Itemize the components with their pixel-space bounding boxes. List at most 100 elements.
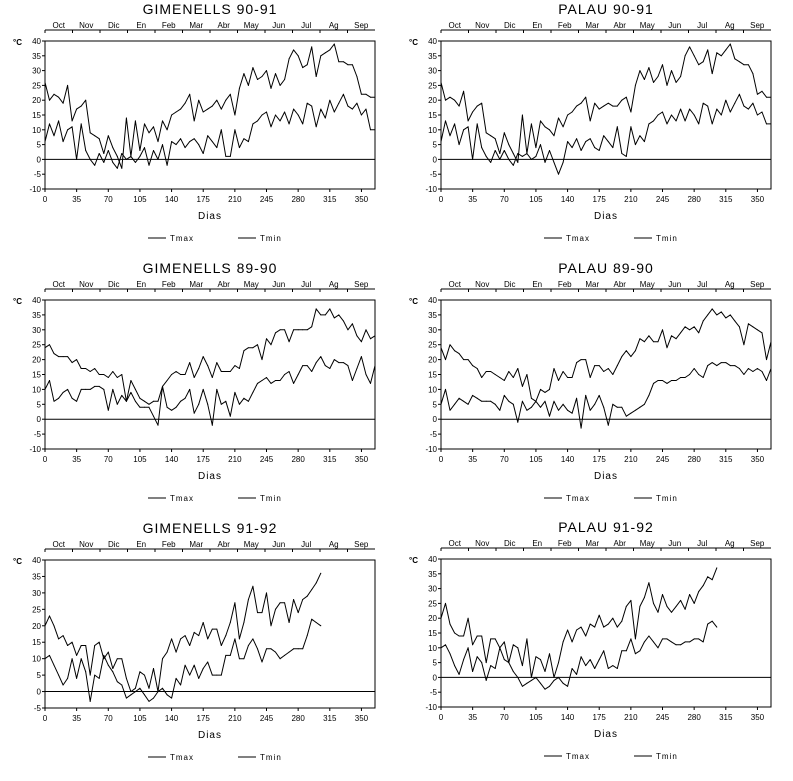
data-point-tmin bbox=[225, 654, 227, 656]
data-point-tmax bbox=[702, 585, 704, 587]
data-point-tmax bbox=[526, 638, 528, 640]
data-point-tmin bbox=[80, 388, 82, 390]
data-point-tmin bbox=[576, 397, 578, 399]
y-tick-label: 5 bbox=[433, 659, 438, 668]
data-point-tmin bbox=[202, 668, 204, 669]
data-point-tmin bbox=[770, 123, 772, 125]
month-label: May bbox=[640, 280, 655, 289]
data-point-tmax bbox=[162, 658, 163, 660]
data-point-tmax bbox=[247, 84, 249, 86]
plot-frame bbox=[44, 40, 376, 190]
data-point-tmin bbox=[634, 144, 636, 146]
data-point-tmax bbox=[440, 81, 442, 83]
data-point-tmax bbox=[297, 612, 299, 614]
data-point-tmin bbox=[157, 691, 159, 693]
data-point-tmax bbox=[67, 84, 69, 86]
y-tick-label: 15 bbox=[32, 371, 41, 380]
x-tick-label: 140 bbox=[561, 713, 575, 722]
data-point-tmax bbox=[634, 84, 636, 86]
data-point-tmin bbox=[607, 141, 609, 143]
data-point-tmin bbox=[472, 671, 474, 672]
data-point-tmax bbox=[71, 641, 73, 643]
month-label: Jul bbox=[697, 21, 707, 30]
data-point-tmax bbox=[302, 599, 304, 600]
chart-title: PALAU 91-92 bbox=[558, 519, 654, 535]
month-label: Feb bbox=[558, 539, 572, 548]
x-tick-label: 140 bbox=[165, 714, 179, 723]
y-tick-label: 35 bbox=[428, 311, 437, 320]
data-point-tmin bbox=[580, 656, 582, 658]
data-point-tmax bbox=[225, 635, 227, 637]
x-tick-label: 350 bbox=[355, 714, 369, 723]
data-point-tmin bbox=[621, 153, 623, 154]
data-point-tmax bbox=[567, 114, 569, 116]
x-tick-label: 140 bbox=[165, 195, 179, 204]
data-point-tmax bbox=[98, 641, 100, 643]
data-point-tmax bbox=[275, 332, 276, 334]
x-tick-label: 105 bbox=[529, 713, 543, 722]
data-point-tmax bbox=[458, 353, 460, 355]
month-label: Jun bbox=[668, 21, 681, 30]
data-point-tmin bbox=[166, 694, 168, 696]
data-point-tmax bbox=[711, 579, 713, 581]
data-point-tmin bbox=[275, 651, 276, 653]
data-point-tmin bbox=[247, 400, 249, 402]
data-point-tmin bbox=[454, 403, 456, 405]
data-point-tmin bbox=[689, 374, 691, 375]
data-point-tmin bbox=[517, 676, 519, 678]
data-point-tmin bbox=[445, 644, 446, 646]
month-label: Jul bbox=[697, 280, 707, 289]
data-point-tmax bbox=[333, 317, 335, 319]
data-point-tmin bbox=[76, 400, 78, 402]
data-point-tmin bbox=[616, 668, 618, 669]
data-point-tmin bbox=[333, 111, 335, 113]
data-point-tmax bbox=[689, 594, 691, 595]
data-point-tmin bbox=[653, 120, 654, 122]
month-label: Sep bbox=[750, 539, 765, 548]
data-point-tmin bbox=[284, 654, 286, 656]
data-point-tmin bbox=[311, 618, 313, 620]
data-point-tmin bbox=[558, 409, 559, 411]
data-point-tmin bbox=[365, 374, 367, 375]
data-point-tmax bbox=[445, 99, 446, 101]
y-tick-label: 0 bbox=[37, 155, 42, 164]
data-point-tmax bbox=[243, 622, 245, 623]
data-point-tmax bbox=[684, 608, 686, 610]
month-label: Feb bbox=[558, 280, 572, 289]
data-point-tmin bbox=[766, 380, 767, 381]
data-point-tmin bbox=[243, 397, 245, 399]
data-point-tmin bbox=[445, 388, 446, 390]
data-point-tmax bbox=[549, 388, 550, 390]
y-tick-label: 0 bbox=[433, 673, 438, 682]
plot-frame bbox=[44, 299, 376, 450]
y-tick-label: 40 bbox=[428, 555, 437, 564]
data-point-tmax bbox=[517, 647, 519, 649]
x-tick-label: 245 bbox=[656, 455, 670, 464]
y-tick-label: 5 bbox=[37, 671, 42, 680]
data-point-tmax bbox=[193, 120, 195, 122]
data-point-tmax bbox=[698, 332, 700, 334]
data-point-tmax bbox=[356, 335, 358, 337]
data-point-tmax bbox=[166, 129, 168, 131]
x-tick-label: 175 bbox=[593, 195, 607, 204]
data-point-tmax bbox=[521, 114, 523, 116]
data-point-tmin bbox=[67, 388, 69, 390]
month-label: Abr bbox=[614, 539, 627, 548]
y-tick-label: 35 bbox=[32, 52, 41, 61]
data-point-tmax bbox=[720, 55, 722, 57]
data-point-tmax bbox=[540, 120, 541, 122]
data-point-tmin bbox=[302, 123, 304, 125]
data-point-tmax bbox=[463, 90, 465, 92]
data-point-tmin bbox=[643, 641, 645, 643]
data-point-tmax bbox=[490, 135, 492, 137]
data-point-tmax bbox=[458, 105, 460, 107]
data-point-tmin bbox=[603, 650, 605, 652]
x-axis-label: Dias bbox=[594, 729, 618, 740]
data-point-tmin bbox=[684, 641, 686, 643]
data-point-tmin bbox=[44, 658, 46, 660]
data-point-tmax bbox=[485, 662, 487, 664]
data-point-tmin bbox=[481, 662, 483, 664]
data-point-tmax bbox=[503, 641, 505, 643]
data-point-tmin bbox=[130, 694, 132, 696]
